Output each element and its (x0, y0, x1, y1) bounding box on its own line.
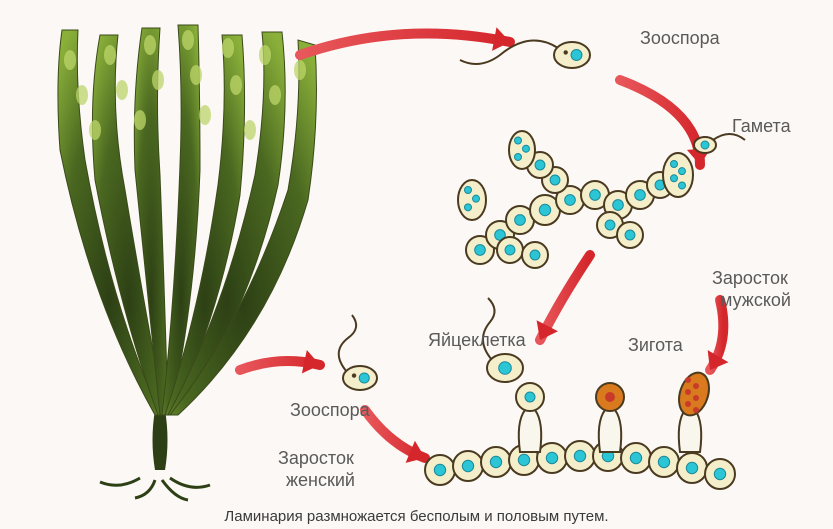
label-male-prothallus-1: Заросток (712, 268, 788, 289)
label-egg: Яйцеклетка (428, 330, 526, 351)
diagram-svg (0, 0, 833, 529)
caption: Ламинария размножается бесполым и половы… (0, 508, 833, 525)
label-female-prothallus-1: Заросток (278, 448, 354, 469)
label-male-prothallus-2: мужской (720, 290, 791, 311)
label-zoospore-bottom: Зооспора (290, 400, 370, 421)
label-gamete: Гамета (732, 116, 791, 137)
young-sporophyte-egg (516, 383, 544, 452)
label-zoospore-top: Зооспора (640, 28, 720, 49)
label-female-prothallus-2: женский (286, 470, 355, 491)
young-sporophyte-zygote (596, 383, 624, 452)
diagram-canvas: Зооспора Гамета Заросток мужской Яйцекле… (0, 0, 833, 529)
label-zygote: Зигота (628, 335, 683, 356)
